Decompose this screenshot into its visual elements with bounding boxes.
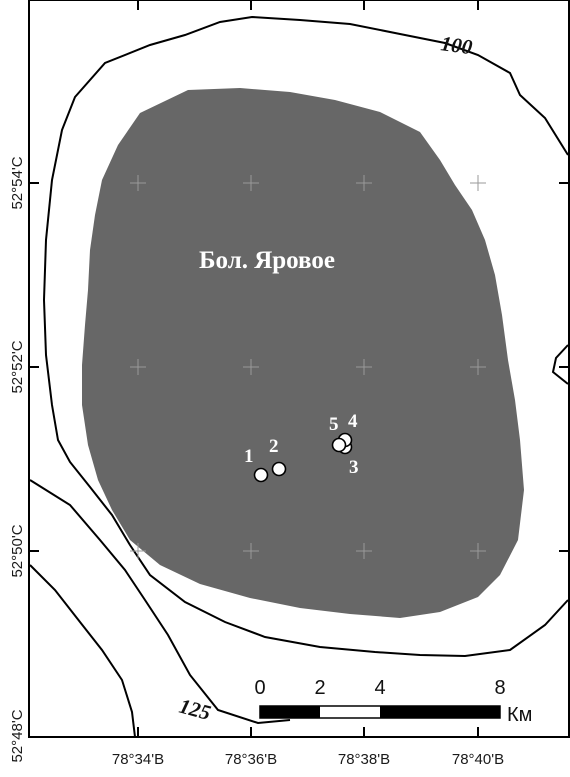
contour-line-125: [29, 479, 291, 725]
longitude-label-1: 78°34'В: [112, 751, 164, 768]
latitude-label-2: 52°52'С: [9, 340, 26, 393]
latitude-label-3: 52°50'С: [9, 524, 26, 577]
frame-ticks: [29, 0, 569, 737]
sample-point-1: [253, 467, 269, 483]
sample-point-label-3: 3: [349, 457, 359, 478]
sample-point-label-4: 4: [348, 411, 358, 432]
contour-line-100: [42, 15, 569, 658]
sample-point-5: [331, 437, 347, 453]
longitude-label-2: 78°36'В: [225, 751, 277, 768]
scale-unit-label: Км: [507, 704, 532, 726]
sample-point-label-1: 1: [244, 446, 254, 467]
lake-polygon: [82, 88, 524, 618]
latitude-label-1: 52°54'С: [9, 156, 26, 209]
scale-label-8: 8: [494, 677, 505, 699]
sample-point-2: [271, 461, 287, 477]
contour-line-right: [551, 344, 569, 385]
sample-point-label-2: 2: [269, 436, 279, 457]
scale-label-4: 4: [374, 677, 385, 699]
longitude-label-3: 78°38'В: [338, 751, 390, 768]
contour-line-lower: [29, 564, 136, 738]
graticule: [130, 175, 486, 559]
longitude-label-4: 78°40'В: [452, 751, 504, 768]
scale-label-2: 2: [314, 677, 325, 699]
scale-label-0: 0: [254, 677, 265, 699]
contour-label-100: 100: [439, 31, 474, 59]
sample-points: [253, 432, 353, 483]
latitude-label-4: 52°48'С: [9, 709, 26, 762]
sample-point-label-5: 5: [329, 414, 339, 435]
lake-name-label: Бол. Яровое: [199, 247, 335, 274]
scale-bar: 0 2 4 8 Км: [254, 677, 532, 726]
